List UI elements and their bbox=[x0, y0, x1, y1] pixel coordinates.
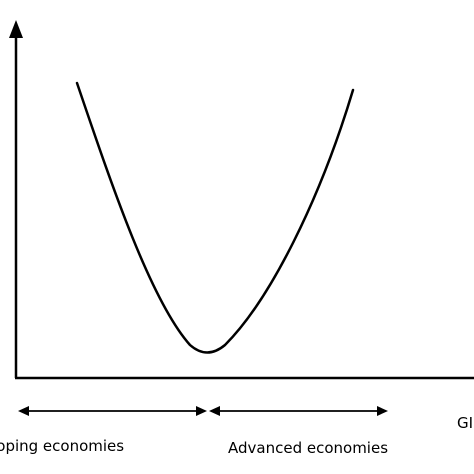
advanced-range-arrow-right bbox=[377, 406, 388, 416]
y-axis-arrowhead bbox=[9, 20, 23, 38]
developing-range-arrow-right bbox=[196, 406, 207, 416]
advanced-economies-label: Advanced economies bbox=[228, 439, 389, 457]
developing-economies-label: veloping economies bbox=[0, 437, 125, 455]
advanced-range-arrow-left bbox=[209, 406, 220, 416]
developing-range-arrow-left bbox=[18, 406, 29, 416]
u-curve bbox=[75, 81, 355, 354]
x-axis-label: GI bbox=[457, 414, 474, 432]
